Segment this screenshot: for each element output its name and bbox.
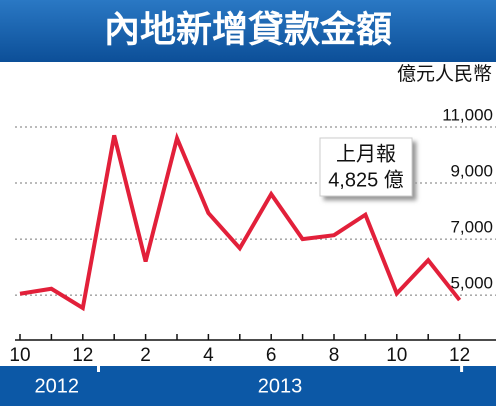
year-divider	[460, 366, 464, 372]
annotation-text: 上月報	[336, 142, 396, 165]
annotation-text: 4,825 億	[328, 168, 404, 191]
x-tick-label: 4	[203, 345, 214, 366]
x-tick-label: 10	[386, 345, 407, 366]
y-unit: 億元人民幣	[397, 63, 492, 85]
chart-title: 內地新增貸款金額	[104, 9, 392, 50]
y-tick-label: 7,000	[450, 218, 493, 237]
title-bar	[0, 0, 496, 62]
y-tick-label: 9,000	[450, 162, 493, 181]
year-label: 2012	[35, 375, 80, 397]
x-tick-label: 6	[266, 345, 277, 366]
annotation: 上月報 4,825 億	[319, 137, 413, 197]
data-line	[19, 131, 462, 312]
x-tick-label: 10	[9, 345, 30, 366]
y-tick-label: 11,000	[442, 105, 493, 124]
y-tick-label: 5,000	[450, 274, 493, 293]
x-tick-label: 12	[449, 345, 470, 366]
year-label: 2013	[258, 375, 303, 397]
year-divider	[97, 366, 100, 372]
x-tick-label: 2	[140, 345, 151, 366]
x-tick-label: 12	[72, 345, 93, 366]
x-tick-label: 8	[329, 345, 340, 366]
annotation-box	[319, 137, 413, 197]
year-bar	[0, 366, 496, 406]
